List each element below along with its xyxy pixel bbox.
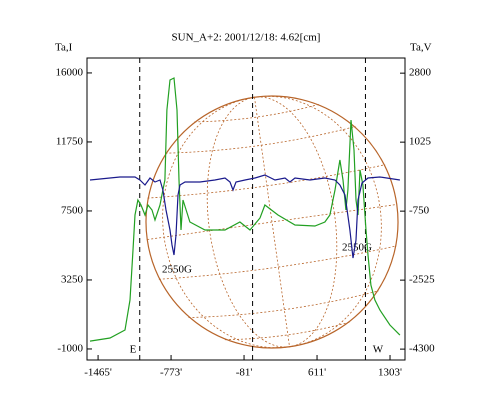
annotation: 2550G <box>342 242 372 254</box>
series-line <box>89 174 400 259</box>
y-tick-label: 11750 <box>56 135 84 147</box>
x-tick-label: -81' <box>236 367 253 379</box>
y2-tick-label: -750 <box>409 205 430 217</box>
parallel <box>188 290 379 318</box>
annotation: W <box>373 344 384 356</box>
parallel <box>158 245 397 280</box>
parallel <box>224 321 350 341</box>
series-line <box>89 77 401 342</box>
y2-tick-label: 2800 <box>409 67 432 79</box>
y-tick-label: 3250 <box>61 273 84 285</box>
plot-frame <box>86 57 406 361</box>
parallel <box>165 126 356 154</box>
chart-title: SUN_A+2: 2001/12/18: 4.62[cm] <box>172 32 321 44</box>
y-tick-label: 16000 <box>56 66 84 78</box>
x-tick-label: 611' <box>308 367 326 379</box>
y-tick-label: -1000 <box>57 342 83 354</box>
x-tick-label: -773' <box>160 367 182 379</box>
annotation: 2550G <box>162 264 192 276</box>
y2-tick-label: 1025 <box>409 136 432 148</box>
y2-tick-label: -4300 <box>409 343 435 355</box>
sun-globe <box>145 95 399 349</box>
x-tick-label: -1465' <box>84 367 112 379</box>
y-axis-label: Ta,I <box>55 42 73 54</box>
y-tick-label: 7500 <box>61 204 84 216</box>
annotation: E <box>130 344 137 356</box>
parallel <box>147 164 386 199</box>
x-tick-label: 1303' <box>378 367 402 379</box>
y2-axis-label: Ta,V <box>410 42 432 54</box>
parallel <box>194 103 320 123</box>
y2-tick-label: -2525 <box>409 274 435 286</box>
